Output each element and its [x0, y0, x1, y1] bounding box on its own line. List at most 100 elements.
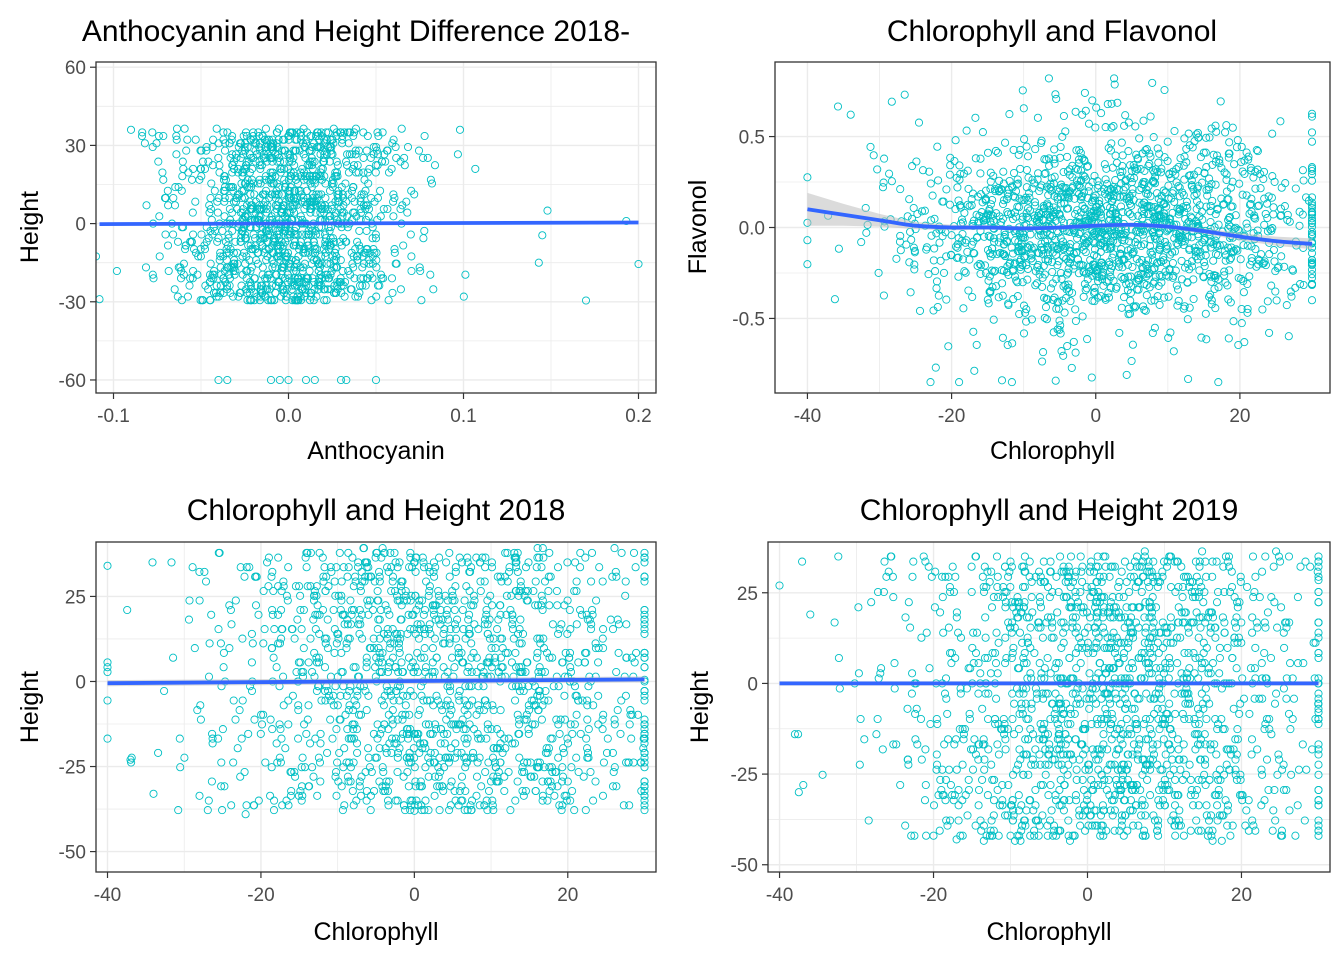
scatter-point: [520, 715, 529, 724]
scatter-point: [975, 740, 984, 749]
scatter-point: [213, 237, 222, 246]
plot-background: [96, 542, 656, 872]
scatter-point: [249, 135, 258, 144]
scatter-point: [267, 256, 277, 265]
scatter-point: [209, 135, 218, 144]
scatter-point: [1023, 264, 1033, 273]
scatter-point: [992, 282, 1001, 291]
scatter-point: [958, 229, 967, 239]
scatter-point: [515, 715, 524, 724]
scatter-point: [879, 178, 888, 187]
scatter-point: [308, 667, 317, 677]
scatter-point: [1267, 281, 1276, 290]
scatter-point: [1220, 267, 1229, 276]
scatter-point: [1168, 167, 1177, 176]
scatter-point: [269, 259, 278, 268]
scatter-point: [403, 767, 412, 777]
scatter-point: [381, 157, 390, 166]
scatter-point: [938, 232, 947, 241]
scatter-point: [394, 639, 404, 648]
scatter-point: [405, 563, 414, 572]
scatter-point: [1226, 298, 1235, 307]
scatter-point: [332, 263, 341, 272]
scatter-point: [1183, 572, 1192, 581]
scatter-point: [453, 615, 462, 624]
scatter-point: [970, 366, 979, 375]
scatter-point: [1275, 755, 1284, 764]
x-axis-label: Chlorophyll: [990, 437, 1115, 465]
scatter-points: [803, 74, 1317, 387]
scatter-point: [991, 266, 1000, 275]
scatter-point: [272, 179, 281, 188]
scatter-point: [261, 186, 271, 195]
scatter-point: [321, 270, 330, 279]
scatter-point: [312, 582, 321, 591]
scatter-point: [430, 772, 440, 781]
scatter-point: [247, 175, 257, 184]
scatter-point: [475, 706, 484, 715]
scatter-point: [277, 734, 286, 743]
scatter-point: [278, 625, 287, 634]
scatter-point: [878, 745, 887, 754]
scatter-point: [273, 758, 282, 767]
scatter-point: [1144, 270, 1153, 279]
scatter-point: [360, 175, 369, 184]
scatter-point: [523, 758, 532, 767]
scatter-point: [297, 625, 306, 634]
scatter-point: [640, 686, 649, 696]
scatter-point: [1117, 245, 1126, 254]
scatter-point: [508, 620, 517, 629]
scatter-point: [349, 582, 358, 591]
scatter-point: [1147, 296, 1156, 305]
scatter-point: [984, 299, 993, 308]
scatter-point: [388, 653, 397, 662]
scatter-point: [159, 175, 168, 184]
scatter-point: [313, 791, 322, 800]
scatter-point: [260, 625, 269, 634]
scatter-point: [1106, 283, 1115, 292]
scatter-point: [933, 302, 942, 312]
scatter-point: [640, 801, 649, 810]
data-marks: [103, 544, 649, 819]
scatter-point: [1313, 567, 1322, 576]
scatter-point: [1154, 194, 1163, 203]
scatter-point: [619, 801, 628, 810]
scatter-point: [1099, 572, 1108, 581]
scatter-point: [306, 634, 315, 643]
scatter-point: [401, 586, 410, 596]
scatter-point: [491, 653, 500, 662]
scatter-point: [1108, 197, 1117, 206]
scatter-point: [436, 739, 445, 748]
scatter-point: [1056, 153, 1065, 162]
scatter-point: [328, 734, 337, 743]
scatter-point: [387, 734, 397, 743]
scatter-point: [1053, 245, 1062, 254]
scatter-point: [1192, 130, 1201, 139]
scatter-point: [1200, 169, 1209, 178]
scatter-point: [572, 577, 581, 586]
scatter-point: [195, 791, 204, 800]
scatter-point: [1179, 240, 1188, 250]
scatter-point: [267, 763, 276, 772]
scatter-point: [170, 285, 179, 294]
scatter-point: [524, 558, 533, 567]
scatter-point: [1129, 302, 1138, 311]
scatter-point: [1060, 308, 1069, 317]
scatter-point: [981, 268, 990, 278]
scatter-point: [1140, 166, 1149, 175]
scatter-point: [1110, 80, 1119, 89]
scatter-point: [1064, 264, 1073, 273]
scatter-point: [1053, 195, 1062, 204]
scatter-point: [353, 252, 362, 261]
scatter-point: [1067, 363, 1076, 372]
scatter-point: [324, 582, 333, 591]
scatter-point: [1024, 243, 1033, 252]
scatter-point: [372, 146, 381, 155]
scatter-point: [976, 190, 985, 199]
scatter-point: [355, 615, 364, 624]
scatter-point: [1120, 796, 1129, 805]
scatter-point: [172, 131, 181, 141]
scatter-point: [305, 157, 314, 166]
scatter-point: [352, 796, 361, 805]
scatter-point: [320, 663, 330, 672]
